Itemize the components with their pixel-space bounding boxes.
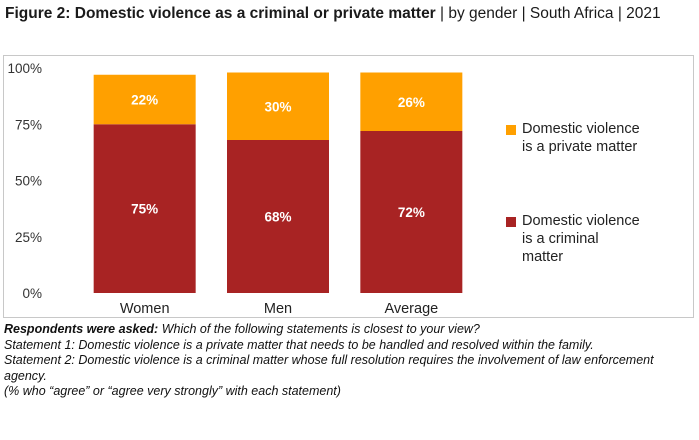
chart-title-subtitle: | by gender | South Africa | 2021 [435,5,661,22]
data-label: 22% [131,93,158,108]
y-tick-label: 75% [15,117,42,132]
bar-segment-criminal [93,124,196,293]
legend-swatch-private [506,125,516,135]
legend-label-private: Domestic violence is a private matter [522,121,640,155]
y-tick-label: 0% [22,286,42,301]
statement-2: Statement 2: Domestic violence is a crim… [4,353,654,383]
chart-frame [3,55,694,318]
question-note: Respondents were asked: Which of the fol… [4,322,694,338]
legend-label-criminal: Domestic violence is a criminal matter [522,213,640,265]
chart-notes: Respondents were asked: Which of the fol… [4,322,694,400]
data-label: 68% [264,210,291,225]
y-tick-label: 100% [7,61,42,76]
footnote: (% who “agree” or “agree very strongly” … [4,384,341,398]
data-label: 30% [264,99,291,114]
chart-title: Figure 2: Domestic violence as a crimina… [5,4,695,24]
legend-swatch-criminal [506,217,516,227]
bar-segment-criminal [227,140,329,293]
legend-item-private: Domestic violence is a private matter [506,120,676,156]
x-category-label: Men [264,301,292,317]
data-label: 72% [398,205,425,220]
bar-segment-criminal [360,131,463,293]
y-tick-label: 25% [15,230,42,245]
legend-item-criminal: Domestic violence is a criminal matter [506,212,676,266]
data-label: 75% [131,202,158,217]
x-category-label: Average [384,301,438,317]
y-tick-label: 50% [15,174,42,189]
question-label: Respondents were asked: [4,322,159,336]
data-label: 26% [398,95,425,110]
question-text: Which of the following statements is clo… [158,322,480,336]
chart-title-main: Figure 2: Domestic violence as a crimina… [5,5,436,22]
stacked-bar-chart: 0% 25% 50% 75% 100% 75% 22% Women 68% 30% Men 72% 26… [7,61,463,317]
bar-segment-private [93,74,196,125]
x-category-label: Women [120,301,170,317]
statement-1: Statement 1: Domestic violence is a priv… [4,337,594,352]
bar-segment-private [227,72,329,140]
bar-segment-private [360,72,463,131]
